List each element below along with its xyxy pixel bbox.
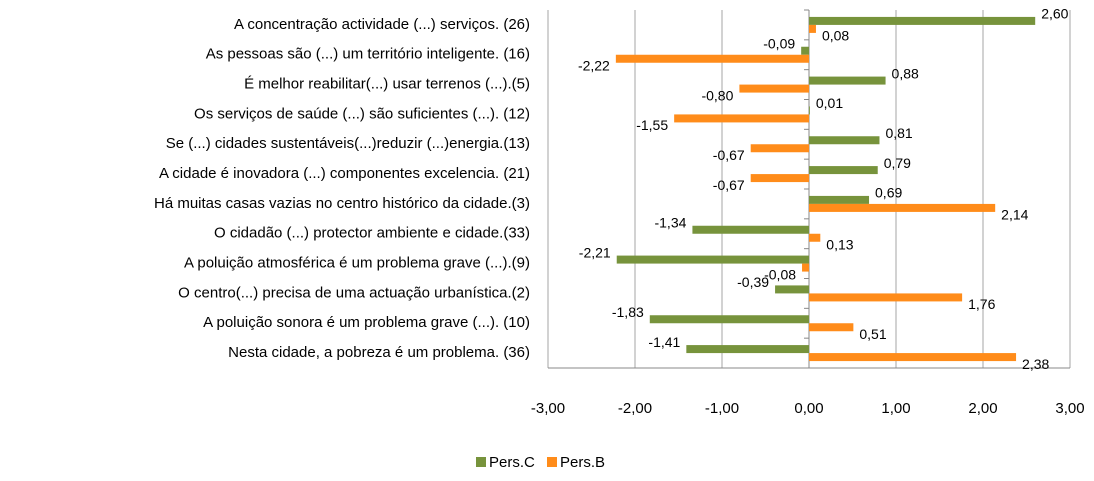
x-tick-label: -2,00 — [618, 400, 652, 417]
data-label: -0,39 — [737, 274, 769, 290]
bar — [674, 114, 809, 123]
legend-label: Pers.C — [489, 454, 535, 471]
category-label: As pessoas são (...) um território intel… — [206, 46, 530, 63]
category-label: A poluição sonora é um problema grave (.… — [203, 314, 530, 331]
category-label: Há muitas casas vazias no centro históri… — [154, 195, 530, 212]
bar — [809, 16, 1036, 25]
bar — [801, 46, 809, 55]
x-tick-label: 0,00 — [794, 400, 823, 417]
bar — [616, 255, 809, 264]
bar — [750, 174, 809, 183]
data-label: 0,79 — [884, 155, 911, 171]
data-label: 0,51 — [859, 326, 886, 342]
bar — [686, 345, 809, 354]
data-label: 0,01 — [816, 95, 843, 111]
data-label: -0,67 — [713, 147, 745, 163]
bar — [809, 136, 880, 145]
bar — [649, 315, 809, 324]
data-label: -0,08 — [764, 266, 796, 282]
category-label: A poluição atmosférica é um problema gra… — [184, 255, 530, 272]
data-label: 2,14 — [1001, 207, 1028, 223]
data-label: 0,08 — [822, 28, 849, 44]
data-label: 2,38 — [1022, 356, 1049, 372]
data-label: -1,55 — [636, 117, 668, 133]
category-label: O cidadão (...) protector ambiente e cid… — [214, 225, 530, 242]
bar — [809, 166, 878, 175]
legend-label: Pers.B — [560, 454, 605, 471]
bar — [739, 84, 809, 93]
category-label: Se (...) cidades sustentáveis(...)reduzi… — [166, 135, 530, 152]
data-label: 2,60 — [1041, 6, 1068, 22]
bar — [809, 76, 886, 85]
category-label: Os serviços de saúde (...) são suficient… — [194, 105, 530, 122]
category-label: A concentração actividade (...) serviços… — [234, 16, 530, 33]
x-tick-label: 3,00 — [1055, 400, 1084, 417]
data-label: -2,22 — [578, 57, 610, 73]
x-tick-label: -3,00 — [531, 400, 565, 417]
data-label: 0,69 — [875, 185, 902, 201]
legend-swatch — [547, 457, 557, 467]
x-tick-label: 2,00 — [968, 400, 997, 417]
data-label: -0,80 — [701, 87, 733, 103]
bar — [692, 225, 809, 234]
bar — [802, 263, 809, 272]
legend-swatch — [476, 457, 486, 467]
bar — [775, 285, 809, 294]
category-label: A cidade é inovadora (...) componentes e… — [159, 165, 530, 182]
bar — [809, 203, 996, 212]
bar — [809, 353, 1017, 362]
bar — [809, 24, 816, 33]
data-label: 0,81 — [885, 125, 912, 141]
data-label: 1,76 — [968, 296, 995, 312]
data-label: 0,13 — [826, 236, 853, 252]
category-label: É melhor reabilitar(...) usar terrenos (… — [244, 76, 530, 93]
data-label: -0,09 — [763, 35, 795, 51]
bar — [750, 144, 809, 153]
category-label: Nesta cidade, a pobreza é um problema. (… — [228, 344, 530, 361]
bar — [809, 323, 854, 332]
data-label: -0,67 — [713, 177, 745, 193]
x-tick-label: 1,00 — [881, 400, 910, 417]
data-label: -2,21 — [579, 244, 611, 260]
x-tick-label: -1,00 — [705, 400, 739, 417]
bar — [809, 233, 821, 242]
bar — [809, 195, 870, 204]
bar — [809, 293, 963, 302]
category-label: O centro(...) precisa de uma actuação ur… — [178, 284, 530, 301]
data-label: -1,83 — [612, 304, 644, 320]
data-label: 0,88 — [892, 65, 919, 81]
bar — [809, 106, 810, 115]
data-label: -1,34 — [654, 214, 686, 230]
data-label: -1,41 — [648, 334, 680, 350]
bar — [615, 54, 809, 63]
